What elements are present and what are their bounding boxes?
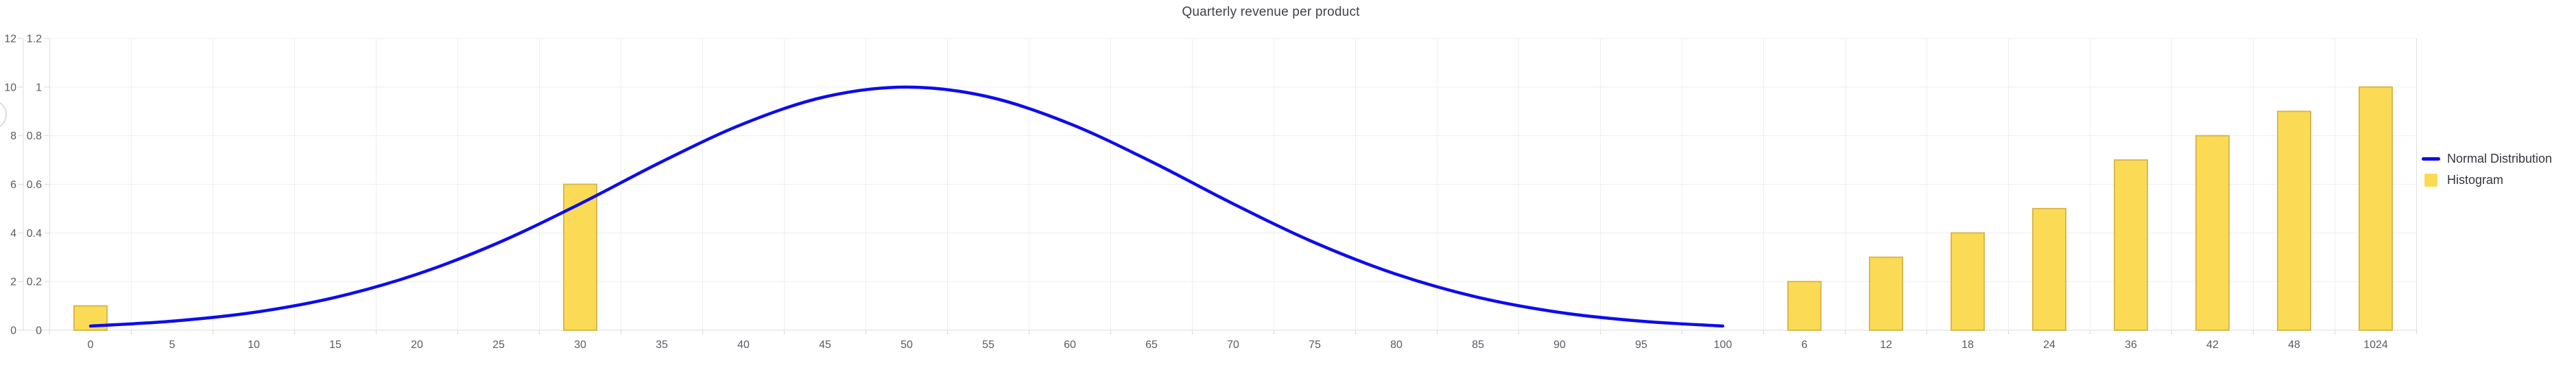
x-label-42: 42: [2206, 339, 2219, 351]
y-axis-labels: 0 2 4 6 8 10 12 0 0.2 0.4 0.6 0.8 1 1.2: [4, 34, 42, 337]
x-label-20: 20: [411, 339, 423, 351]
bar-12[interactable]: [1869, 256, 1903, 331]
x-label-50: 50: [901, 339, 913, 351]
x-label-25: 25: [492, 339, 505, 351]
x-label-45: 45: [819, 339, 831, 351]
bar-18[interactable]: [1951, 232, 1985, 332]
legend-label-normal-distribution: Normal Distribution: [2447, 151, 2553, 165]
legend-label-histogram: Histogram: [2447, 172, 2504, 187]
x-label-6: 6: [1802, 339, 1808, 351]
y2-label-0.6: 0.6: [27, 179, 42, 191]
legend-item-normal-distribution[interactable]: Normal Distribution: [2422, 150, 2552, 167]
bar-48[interactable]: [2277, 111, 2311, 331]
x-label-60: 60: [1064, 339, 1076, 351]
legend-item-histogram[interactable]: Histogram: [2422, 172, 2552, 188]
bar-6[interactable]: [1787, 281, 1822, 331]
y2-label-0.8: 0.8: [27, 130, 42, 142]
y2-label-0: 0: [36, 325, 42, 337]
y1-label-2: 2: [10, 277, 16, 288]
x-label-10: 10: [248, 339, 260, 351]
x-label-5: 5: [169, 339, 176, 351]
x-label-40: 40: [737, 339, 750, 351]
bar-36[interactable]: [2114, 159, 2148, 331]
line-series-marker-icon: [2422, 157, 2440, 161]
x-label-15: 15: [329, 339, 342, 351]
x-label-65: 65: [1145, 339, 1158, 351]
x-label-12: 12: [1880, 339, 1892, 351]
x-label-36: 36: [2125, 339, 2137, 351]
y1-label-12: 12: [4, 34, 16, 45]
x-label-85: 85: [1472, 339, 1484, 351]
x-label-48: 48: [2288, 339, 2300, 351]
bar-24[interactable]: [2032, 207, 2066, 331]
y2-label-0.2: 0.2: [27, 277, 42, 288]
y2-label-1: 1: [36, 82, 42, 93]
y1-label-4: 4: [10, 228, 16, 240]
x-label-100: 100: [1714, 339, 1732, 351]
x-axis: [23, 329, 2417, 334]
x-label-75: 75: [1309, 339, 1321, 351]
x-label-30: 30: [574, 339, 586, 351]
x-label-90: 90: [1553, 339, 1566, 351]
histogram-bars: [73, 86, 2393, 332]
x-axis-labels: 0 5 10 15 20 25 30 35 40 45 50 55 60 65 70 75 80 85 90 95 10…: [88, 339, 2388, 351]
bar-42[interactable]: [2195, 135, 2230, 332]
bar-30[interactable]: [563, 183, 597, 331]
y2-label-0.4: 0.4: [27, 228, 42, 240]
x-label-18: 18: [1961, 339, 1974, 351]
x-label-80: 80: [1390, 339, 1403, 351]
x-label-0: 0: [88, 339, 94, 351]
legend: Normal Distribution Histogram: [2422, 150, 2552, 188]
normal-distribution-line[interactable]: [88, 85, 1725, 328]
bar-series-marker-icon: [2424, 173, 2437, 187]
y-axes: [18, 38, 50, 331]
x-label-70: 70: [1227, 339, 1239, 351]
horizontal-gridlines: [49, 38, 2417, 282]
y2-label-1.2: 1.2: [27, 34, 42, 45]
bar-1024[interactable]: [2359, 86, 2393, 331]
x-label-1024: 1024: [2363, 339, 2388, 351]
x-label-24: 24: [2043, 339, 2055, 351]
y1-label-6: 6: [10, 179, 16, 191]
x-label-55: 55: [982, 339, 994, 351]
y1-label-10: 10: [4, 82, 16, 93]
x-label-35: 35: [656, 339, 668, 351]
y1-label-0: 0: [10, 325, 16, 337]
chart-title: Quarterly revenue per product: [1182, 5, 1360, 19]
x-label-95: 95: [1635, 339, 1647, 351]
y1-label-8: 8: [10, 130, 16, 142]
